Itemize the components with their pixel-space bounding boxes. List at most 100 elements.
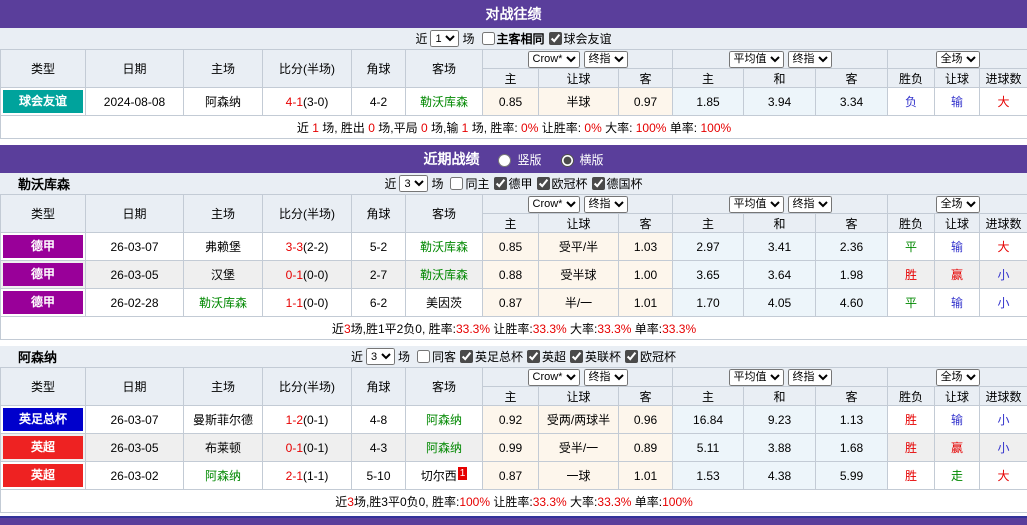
result-cell-0: 平 — [888, 233, 935, 261]
date-cell: 26-03-07 — [86, 406, 184, 434]
near-count-select[interactable]: 1 — [430, 30, 459, 47]
away-team-sup-badge: 1 — [458, 467, 468, 480]
layout-radio-横版[interactable]: 横版 — [556, 151, 604, 168]
filter-checkbox-球会友谊[interactable]: 球会友谊 — [549, 30, 612, 47]
average-select[interactable]: 平均值 — [729, 51, 784, 68]
summary-segment: 近 — [332, 322, 344, 336]
result-cell-0: 胜 — [888, 434, 935, 462]
summary-segment: 单率: — [666, 121, 700, 135]
next-section-bar-edge — [0, 516, 1027, 525]
final-index-select[interactable]: 终指 — [788, 369, 832, 386]
summary-segment: 让胜率: — [490, 495, 533, 509]
result-cell-1: 输 — [935, 289, 980, 317]
summary-segment: 100% — [459, 495, 490, 509]
corner-cell: 4-8 — [352, 406, 406, 434]
checkbox-input[interactable] — [549, 32, 562, 45]
handicap-odds-cell-2: 0.97 — [619, 88, 673, 116]
filter-checkbox-同主[interactable]: 同主 — [450, 175, 489, 192]
checkbox-label: 同客 — [432, 348, 456, 365]
radio-input[interactable] — [561, 154, 574, 167]
sub-header-1: 让球 — [539, 214, 619, 233]
home-team-cell: 曼斯菲尔德 — [184, 406, 263, 434]
handicap-odds-group-header: Crow*终指 — [483, 368, 673, 387]
checkbox-input[interactable] — [570, 350, 583, 363]
sub-header-1: 让球 — [539, 69, 619, 88]
filter-checkbox-德国杯[interactable]: 德国杯 — [592, 175, 643, 192]
score-cell: 1-1(0-0) — [263, 289, 352, 317]
handicap-odds-cell-0: 0.85 — [483, 233, 539, 261]
league-cell: 德甲 — [1, 233, 86, 261]
summary-segment: 0 — [421, 121, 428, 135]
final-index-select[interactable]: 终指 — [584, 369, 628, 386]
checkbox-input[interactable] — [460, 350, 473, 363]
leverkusen-team-name: 勒沃库森 — [18, 174, 70, 193]
final-index-select[interactable]: 终指 — [788, 196, 832, 213]
final-index-select[interactable]: 终指 — [584, 196, 628, 213]
checkbox-input[interactable] — [625, 350, 638, 363]
bookmaker-select[interactable]: Crow* — [528, 51, 580, 68]
column-header-3: 比分(半场) — [263, 368, 352, 406]
result-cell-2: 大 — [980, 88, 1027, 116]
europe-odds-cell-0: 3.65 — [673, 261, 744, 289]
checkbox-label: 德国杯 — [607, 175, 643, 192]
checkbox-input[interactable] — [494, 177, 507, 190]
filter-checkbox-欧冠杯[interactable]: 欧冠杯 — [625, 348, 676, 365]
checkbox-input[interactable] — [482, 32, 495, 45]
checkbox-input[interactable] — [450, 177, 463, 190]
arsenal-controls: 阿森纳 近 3 场 同客英足总杯英超英联杯欧冠杯 — [0, 346, 1027, 367]
layout-radio-竖版[interactable]: 竖版 — [493, 151, 541, 168]
checkbox-input[interactable] — [527, 350, 540, 363]
handicap-odds-cell-1: 一球 — [539, 462, 619, 490]
away-team-cell: 勒沃库森 — [406, 233, 483, 261]
summary-segment: 场,平局 — [375, 121, 421, 135]
near-label: 近 — [351, 348, 363, 365]
bookmaker-select[interactable]: Crow* — [528, 196, 580, 213]
full-match-select[interactable]: 全场 — [936, 51, 980, 68]
final-index-select[interactable]: 终指 — [584, 51, 628, 68]
summary-segment: 让胜率: — [490, 322, 533, 336]
head-to-head-title-bar: 对战往绩 — [0, 0, 1027, 28]
filter-checkbox-欧冠杯[interactable]: 欧冠杯 — [537, 175, 588, 192]
handicap-odds-cell-2: 1.03 — [619, 233, 673, 261]
bookmaker-select[interactable]: Crow* — [528, 369, 580, 386]
home-team-cell: 阿森纳 — [184, 462, 263, 490]
final-index-select[interactable]: 终指 — [788, 51, 832, 68]
summary-segment: 33.3% — [597, 322, 631, 336]
corner-cell: 4-2 — [352, 88, 406, 116]
summary-segment: 单率: — [631, 322, 662, 336]
result-cell-1: 赢 — [935, 261, 980, 289]
average-select[interactable]: 平均值 — [729, 369, 784, 386]
filter-checkbox-德甲[interactable]: 德甲 — [494, 175, 533, 192]
average-select[interactable]: 平均值 — [729, 196, 784, 213]
filter-checkbox-英足总杯[interactable]: 英足总杯 — [460, 348, 523, 365]
filter-checkbox-同客[interactable]: 同客 — [417, 348, 456, 365]
score-halftime: (2-2) — [303, 240, 328, 254]
result-cell-0: 负 — [888, 88, 935, 116]
result-cell-2: 小 — [980, 289, 1027, 317]
summary-segment: 场, 胜率: — [468, 121, 521, 135]
sub-header-8: 进球数 — [980, 387, 1027, 406]
summary-segment: 3 — [347, 495, 354, 509]
checkbox-input[interactable] — [537, 177, 550, 190]
filter-checkbox-主客相同[interactable]: 主客相同 — [482, 30, 545, 47]
checkbox-input[interactable] — [592, 177, 605, 190]
checkbox-input[interactable] — [417, 350, 430, 363]
filter-checkbox-英超[interactable]: 英超 — [527, 348, 566, 365]
full-match-select[interactable]: 全场 — [936, 196, 980, 213]
sub-header-6: 胜负 — [888, 387, 935, 406]
summary-segment: 场,输 — [428, 121, 462, 135]
away-team-name: 阿森纳 — [426, 413, 462, 427]
filter-checkbox-英联杯[interactable]: 英联杯 — [570, 348, 621, 365]
result-cell-1: 赢 — [935, 434, 980, 462]
near-count-select[interactable]: 3 — [399, 175, 428, 192]
league-cell: 英足总杯 — [1, 406, 86, 434]
home-team-cell: 勒沃库森 — [184, 289, 263, 317]
radio-input[interactable] — [498, 154, 511, 167]
near-count-select[interactable]: 3 — [366, 348, 395, 365]
full-match-select[interactable]: 全场 — [936, 369, 980, 386]
column-header-0: 类型 — [1, 368, 86, 406]
sub-header-4: 和 — [744, 214, 816, 233]
handicap-odds-cell-1: 受平/半 — [539, 233, 619, 261]
